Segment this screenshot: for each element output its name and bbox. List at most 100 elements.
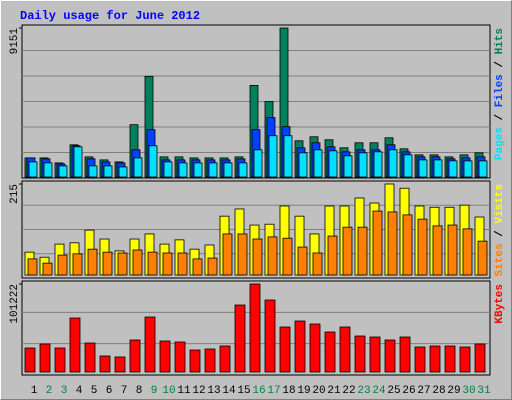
bar	[267, 236, 278, 276]
bar	[309, 323, 321, 373]
bar	[417, 218, 428, 276]
bar	[477, 240, 488, 276]
x-tick-label: 9	[151, 385, 158, 397]
y-tick-label: 9151	[9, 28, 21, 55]
bar	[474, 343, 486, 373]
x-tick-label: 19	[297, 385, 310, 397]
bar	[219, 345, 231, 373]
x-tick-label: 23	[357, 385, 370, 397]
bar	[238, 162, 248, 178]
bar	[388, 149, 398, 178]
legend-entry: KBytes	[494, 284, 506, 324]
bar	[132, 249, 143, 276]
legend-separator: /	[494, 107, 506, 127]
bar	[327, 235, 338, 276]
legend: KBytes	[494, 284, 506, 324]
x-tick-label: 24	[372, 385, 386, 397]
bar	[207, 257, 218, 276]
bar	[84, 342, 96, 373]
bar	[294, 320, 306, 373]
bar	[448, 160, 458, 178]
bar	[193, 162, 203, 178]
bar	[249, 283, 261, 373]
bar	[339, 326, 351, 373]
x-tick-label: 25	[387, 385, 400, 397]
bar	[72, 253, 83, 276]
bar	[39, 343, 51, 373]
bar	[148, 145, 158, 178]
legend: Sites / Visits	[494, 184, 506, 276]
bar	[343, 155, 353, 178]
legend-separator: /	[494, 224, 506, 244]
bar	[163, 161, 173, 178]
x-tick-label: 11	[177, 385, 191, 397]
bar	[204, 348, 216, 373]
bar	[103, 165, 113, 178]
bar	[102, 251, 113, 276]
bar	[147, 251, 158, 276]
bar	[279, 326, 291, 373]
x-tick-label: 13	[207, 385, 220, 397]
bar	[129, 339, 141, 373]
bar	[459, 346, 471, 373]
x-tick-label: 8	[136, 385, 143, 397]
bar	[358, 152, 368, 178]
x-tick-label: 17	[267, 385, 280, 397]
legend: Pages / Files / Hits	[494, 28, 506, 160]
legend-entry: Visits	[494, 184, 506, 224]
x-tick-label: 22	[342, 385, 355, 397]
bar	[402, 214, 413, 276]
bar	[234, 304, 246, 373]
bar	[54, 347, 66, 373]
bar	[253, 149, 263, 178]
bar	[252, 238, 263, 276]
bar	[387, 211, 398, 276]
bar	[237, 233, 248, 276]
x-tick-label: 30	[462, 385, 475, 397]
bar	[282, 237, 293, 276]
bar	[99, 355, 111, 373]
bar	[222, 233, 233, 276]
bar	[357, 226, 368, 276]
x-tick-label: 29	[447, 385, 460, 397]
bar	[313, 149, 323, 178]
bar	[342, 226, 353, 276]
bar	[57, 254, 68, 276]
bar	[88, 165, 98, 178]
bar	[399, 336, 411, 373]
bar	[28, 161, 38, 178]
x-tick-label: 27	[417, 385, 430, 397]
bar	[144, 316, 156, 373]
x-tick-label: 10	[162, 385, 175, 397]
bar	[87, 248, 98, 276]
x-tick-label: 20	[312, 385, 325, 397]
bar	[264, 299, 276, 373]
bar	[58, 165, 68, 178]
y-tick-label: 215	[9, 184, 21, 204]
bar	[189, 349, 201, 373]
bar	[429, 345, 441, 373]
chart-title: Daily usage for June 2012	[20, 9, 200, 23]
x-tick-label: 2	[46, 385, 53, 397]
bar	[312, 252, 323, 276]
bar	[328, 150, 338, 178]
x-tick-label: 5	[91, 385, 98, 397]
legend-separator: /	[494, 54, 506, 74]
x-tick-label: 15	[237, 385, 250, 397]
bar	[369, 336, 381, 373]
bar	[324, 331, 336, 373]
legend-entry: Pages	[494, 127, 506, 160]
bar	[177, 252, 188, 276]
bar	[42, 262, 53, 276]
bar	[463, 160, 473, 178]
x-tick-label: 4	[76, 385, 83, 397]
bar	[354, 335, 366, 373]
bar	[27, 258, 38, 276]
bar	[433, 159, 443, 178]
x-tick-label: 1	[31, 385, 38, 397]
x-tick-label: 18	[282, 385, 295, 397]
bar	[444, 345, 456, 373]
bar	[297, 246, 308, 276]
bar	[268, 135, 278, 178]
